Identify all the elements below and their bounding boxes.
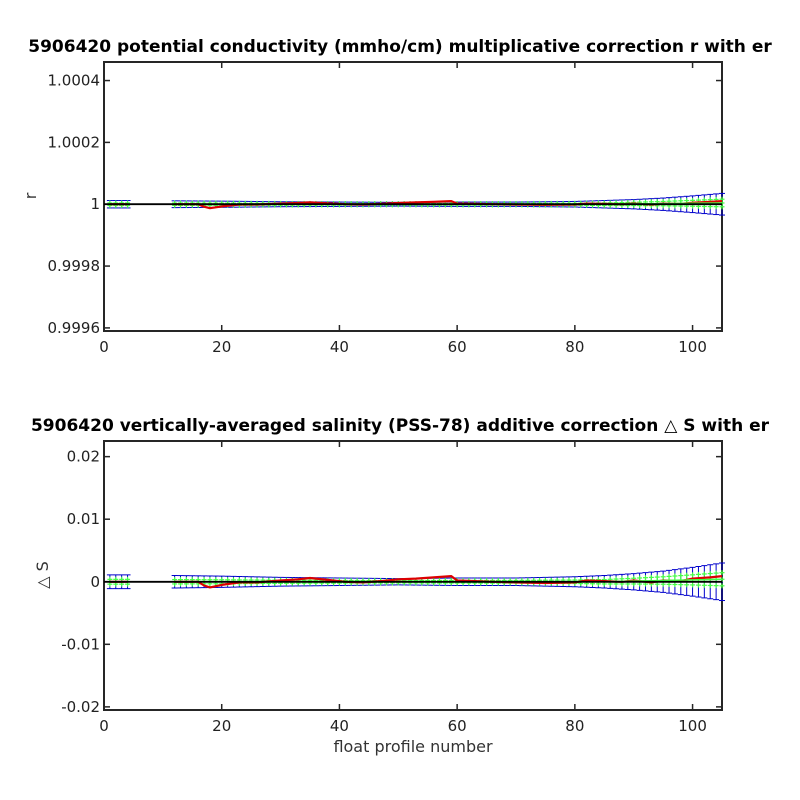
- chart-2-y-tick-label: -0.02: [61, 698, 100, 716]
- chart-1-x-tick-label: 60: [448, 338, 467, 356]
- chart-1-y-tick-label: 0.9996: [48, 319, 101, 337]
- chart-1-x-tick-label: 40: [330, 338, 349, 356]
- chart-2-y-tick-label: 0.02: [67, 448, 100, 466]
- chart-2-x-tick-label: 100: [678, 717, 707, 735]
- chart-2-x-tick-label: 60: [448, 717, 467, 735]
- chart-2-title: 5906420 vertically-averaged salinity (PS…: [31, 416, 770, 436]
- chart-1-x-tick-label: 20: [212, 338, 231, 356]
- chart-1-title: 5906420 potential conductivity (mmho/cm)…: [28, 37, 772, 57]
- chart-2-x-axis-label: float profile number: [333, 737, 493, 756]
- chart-2-y-tick-label: -0.01: [61, 635, 100, 653]
- chart-1-plot-area: 0 20 40 60 80 100 1.0004 1.0002 1 0.9998 0.9996: [48, 61, 725, 356]
- chart-1-y-axis-label: r: [21, 192, 40, 199]
- chart-1-y-tick-label: 0.9998: [48, 257, 101, 275]
- chart-1-x-tick-label: 100: [678, 338, 707, 356]
- chart-1-x-tick-label: 0: [99, 338, 109, 356]
- chart-2-x-tick-label: 0: [99, 717, 109, 735]
- chart-2-y-tick-label: 0: [90, 573, 100, 591]
- chart-2-plot-area: 0 20 40 60 80 100 0.02 0.01 0 -0.01 -0.02: [61, 440, 725, 735]
- chart-2-x-tick-label: 40: [330, 717, 349, 735]
- chart-2-x-tick-label: 80: [565, 717, 584, 735]
- chart-2-y-tick-label: 0.01: [67, 510, 100, 528]
- chart-1-y-tick-label: 1: [90, 195, 100, 213]
- chart-1-y-tick-label: 1.0002: [48, 133, 101, 151]
- chart-2-x-tick-label: 20: [212, 717, 231, 735]
- chart-2-y-axis-label: △ S: [33, 561, 52, 589]
- chart-1-x-tick-label: 80: [565, 338, 584, 356]
- chart-1-y-tick-label: 1.0004: [48, 72, 101, 90]
